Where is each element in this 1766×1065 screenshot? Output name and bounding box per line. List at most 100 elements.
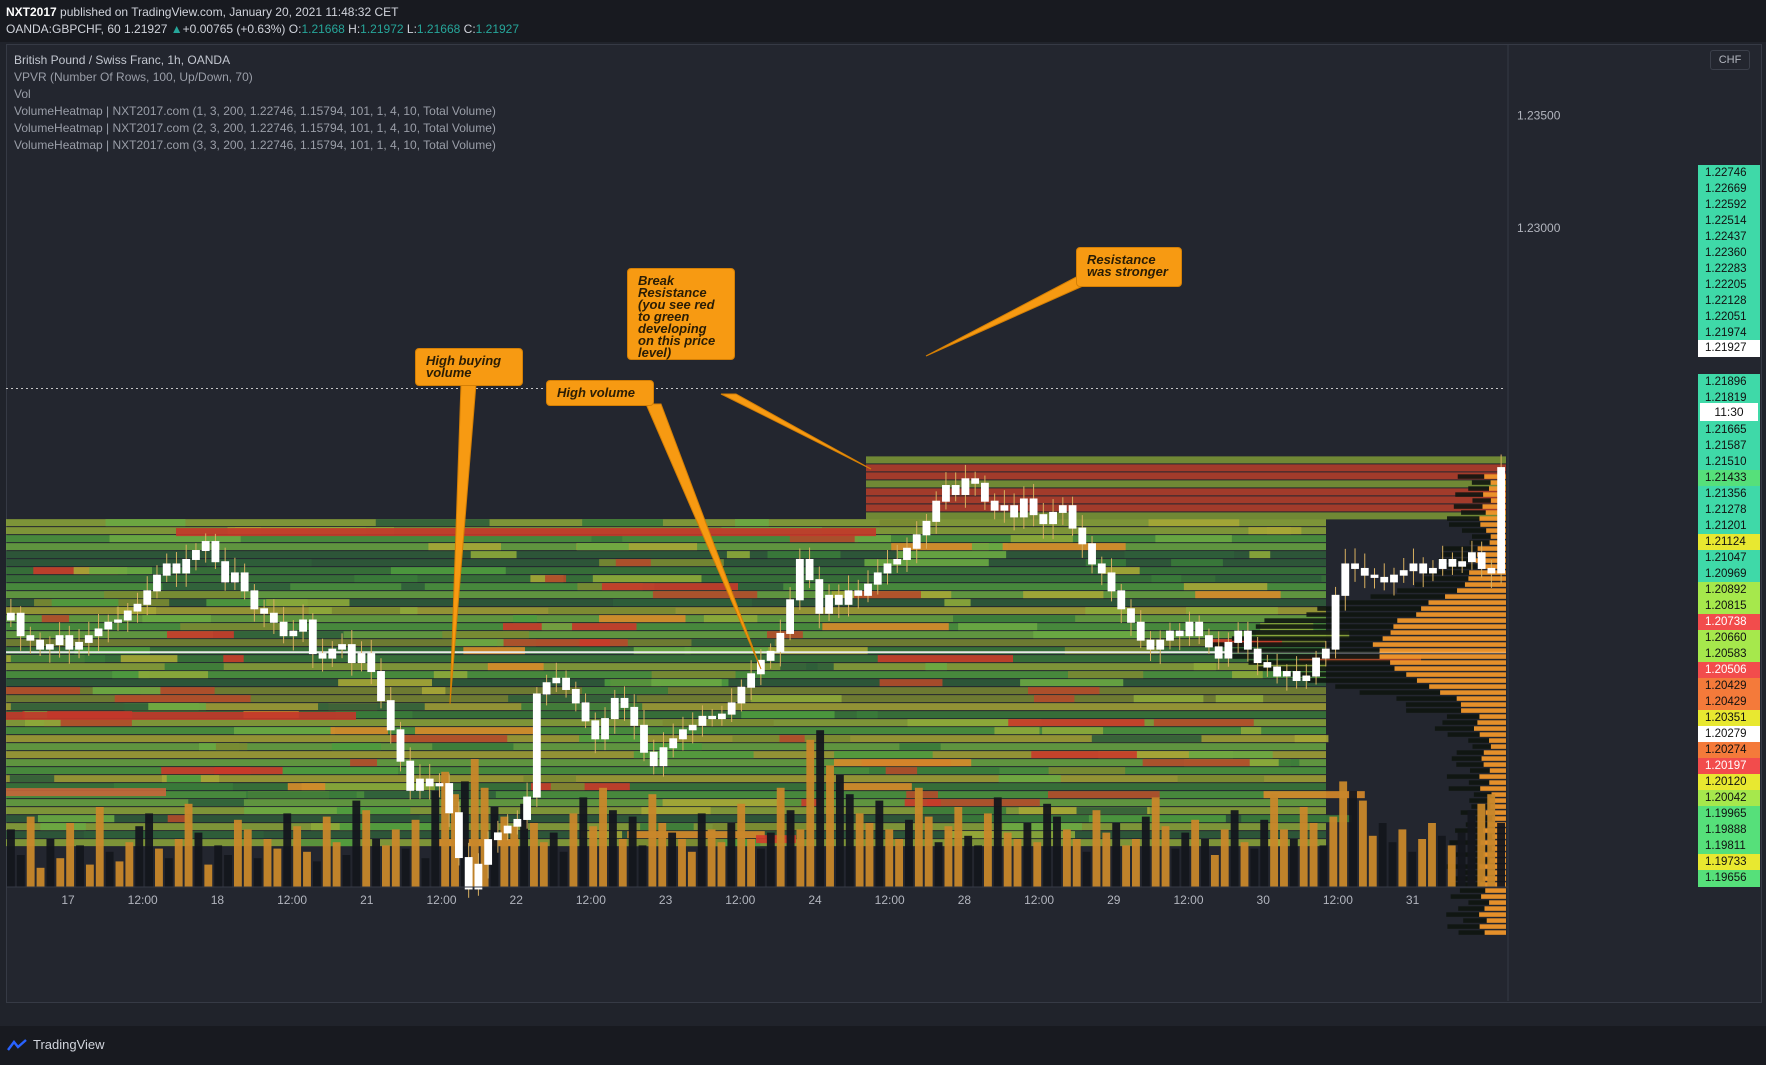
heatmap-segment	[1155, 535, 1232, 543]
candle-up	[942, 485, 950, 502]
tradingview-logo[interactable]: TradingView	[6, 1037, 105, 1052]
candle-down	[1448, 558, 1457, 567]
chart-canvas[interactable]: 1.23500 1.23000 17 12:00 18 12:00 21 12:00 22 12:…	[6, 44, 1760, 1001]
heatmap-resistance-row	[866, 456, 1506, 464]
volume-bar	[520, 803, 529, 887]
vpvr-down-bar	[1455, 492, 1484, 497]
top-bar	[0, 0, 1766, 42]
author-name[interactable]: NXT2017	[6, 5, 57, 19]
heatmap-segment	[338, 679, 432, 687]
volume-bar	[1102, 832, 1111, 887]
candle-down	[221, 561, 230, 583]
heatmap-segment	[633, 647, 691, 655]
heatmap-segment	[421, 687, 446, 695]
price-level-tag: 1.22051	[1698, 309, 1760, 326]
heatmap-segment	[428, 543, 502, 551]
heatmap-row	[6, 695, 1326, 703]
candle-down	[1127, 608, 1135, 623]
vpvr-up-bar	[1486, 528, 1506, 533]
heatmap-segment	[138, 671, 209, 679]
volume-bar	[194, 832, 203, 887]
volume-bar	[954, 807, 963, 887]
currency-button[interactable]: CHF	[1710, 50, 1750, 70]
heatmap-segment	[223, 655, 244, 663]
legend-vpvr[interactable]: VPVR (Number Of Rows, 100, Up/Down, 70)	[14, 70, 253, 84]
volume-bar	[7, 829, 15, 887]
legend-heatmap-2[interactable]: VolumeHeatmap | NXT2017.com (2, 3, 200, …	[14, 121, 496, 135]
y-tick-label: 1.23000	[1517, 221, 1561, 235]
vpvr-up-bar	[1480, 786, 1506, 791]
heatmap-segment	[891, 543, 989, 551]
heatmap-red-band	[176, 528, 876, 537]
volume-bar	[786, 810, 795, 887]
heatmap-segment	[113, 783, 233, 791]
tradingview-brand: TradingView	[33, 1037, 105, 1052]
x-tick-label: 12:00	[1024, 893, 1054, 907]
open-label: O:	[288, 22, 302, 36]
candle-up	[669, 738, 678, 749]
volume-bar	[648, 794, 657, 887]
candle-up	[552, 677, 561, 684]
heatmap-segment	[710, 839, 761, 847]
vpvr-down-bar	[1456, 750, 1484, 755]
candle-up	[532, 693, 541, 798]
heatmap-resistance-row	[866, 464, 1506, 472]
volume-bar	[490, 807, 499, 887]
candle-up	[1497, 467, 1506, 574]
x-tick-label: 12:00	[426, 893, 456, 907]
vpvr-up-bar	[1440, 690, 1506, 695]
price-level-tag: 1.22669	[1698, 181, 1760, 198]
volume-bar	[934, 842, 943, 887]
candle-up	[1156, 639, 1165, 650]
vpvr-up-bar	[1479, 732, 1506, 737]
volume-bar	[1329, 816, 1338, 887]
vpvr-up-bar	[1483, 492, 1506, 497]
volume-bar	[1339, 781, 1348, 887]
vpvr-down-bar	[1231, 636, 1383, 641]
heatmap-segment	[599, 615, 686, 623]
heatmap-row	[6, 631, 1326, 639]
candle-down	[834, 594, 843, 605]
heatmap-segment	[822, 623, 949, 631]
volume-bar	[105, 851, 114, 887]
price-level-tag: 1.22514	[1698, 213, 1760, 230]
vpvr-up-bar	[1484, 930, 1506, 935]
candle-down	[1010, 505, 1019, 518]
heatmap-segment	[684, 647, 773, 655]
candle-up	[1058, 505, 1067, 513]
legend-heatmap-3[interactable]: VolumeHeatmap | NXT2017.com (3, 3, 200, …	[14, 138, 496, 152]
heatmap-resistance-row	[866, 472, 1506, 480]
heatmap-segment	[854, 535, 891, 543]
heatmap-segment	[318, 703, 425, 711]
vpvr-down-bar	[1414, 582, 1465, 587]
candle-down	[1078, 527, 1087, 545]
vpvr-up-bar	[1397, 618, 1506, 623]
candle-down	[455, 812, 463, 859]
vpvr-up-bar	[1460, 702, 1506, 707]
heatmap-segment	[921, 807, 1007, 815]
heatmap-segment	[592, 575, 702, 583]
heatmap-segment	[166, 775, 201, 783]
heatmap-segment	[51, 599, 119, 607]
volume-bar	[776, 787, 785, 887]
volume-bar	[905, 819, 913, 887]
volume-bar	[293, 826, 302, 887]
volume-bar	[618, 839, 627, 887]
vpvr-up-bar	[1492, 816, 1506, 821]
legend-title[interactable]: British Pound / Swiss Franc, 1h, OANDA	[14, 53, 231, 67]
heatmap-segment	[1249, 551, 1271, 559]
heatmap-segment	[246, 791, 357, 799]
volume-bar	[441, 771, 450, 887]
volume-bar	[16, 855, 25, 887]
candle-up	[299, 619, 307, 632]
heatmap-segment	[899, 743, 941, 751]
candle-down	[445, 783, 454, 814]
candle-down	[250, 590, 259, 610]
legend-heatmap-1[interactable]: VolumeHeatmap | NXT2017.com (1, 3, 200, …	[14, 104, 496, 118]
candle-down	[854, 590, 863, 596]
legend-vol[interactable]: Vol	[14, 87, 31, 101]
heatmap-segment	[994, 727, 1040, 735]
volume-bar	[273, 848, 282, 887]
candle-up	[153, 574, 161, 592]
heatmap-segment	[541, 623, 573, 631]
